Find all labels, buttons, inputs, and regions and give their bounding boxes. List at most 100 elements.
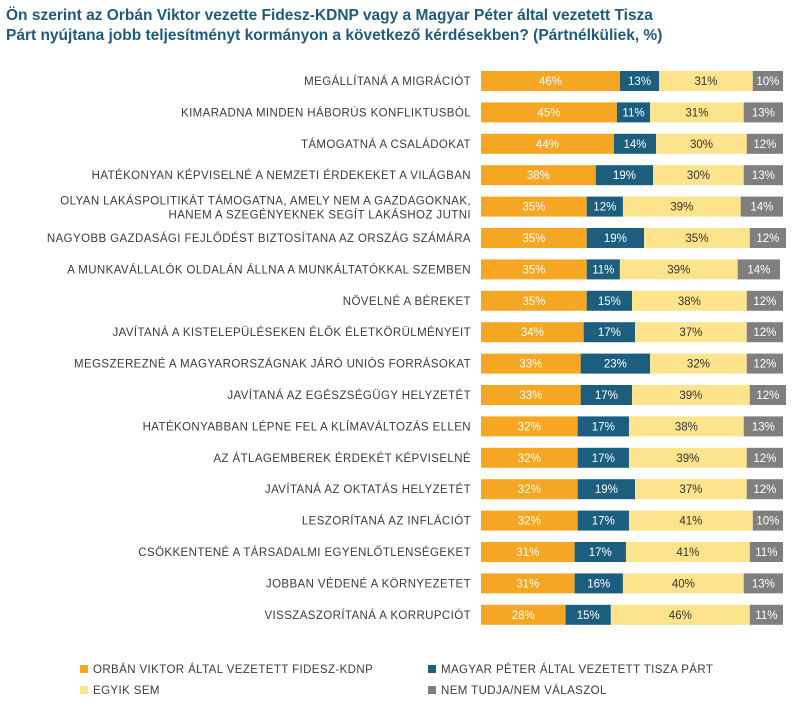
bar-segment-tisza: [595, 165, 654, 186]
data-label-dontknow: 12%: [756, 233, 779, 245]
data-label-neither: 41%: [676, 547, 699, 559]
bar-segment-tisza: [574, 573, 623, 594]
bar-segment-tisza: [577, 416, 629, 437]
bar-segment-fidesz: [481, 479, 578, 500]
bar-segment-tisza: [565, 604, 611, 625]
data-label-neither: 39%: [670, 202, 693, 214]
category-label: JAVÍTANÁ A KISTELEPÜLÉSEKEN ÉLŐK ÉLETKÖR…: [112, 325, 471, 339]
data-label-fidesz: 34%: [521, 327, 544, 339]
bar-segment-dontknow: [746, 353, 783, 374]
bar-segment-dontknow: [743, 573, 783, 594]
data-label-tisza: 13%: [628, 76, 651, 88]
bar-segment-neither: [619, 259, 738, 280]
data-label-dontknow: 12%: [753, 327, 776, 339]
data-label-dontknow: 13%: [752, 107, 775, 119]
bar-segment-neither: [659, 71, 753, 91]
bar-segment-fidesz: [481, 604, 566, 625]
data-label-fidesz: 33%: [519, 359, 542, 371]
legend-swatch-tisza: [428, 665, 436, 673]
bar-segment-fidesz: [481, 196, 587, 217]
bar-segment-dontknow: [737, 259, 780, 280]
data-label-neither: 35%: [685, 233, 708, 245]
bar-segment-dontknow: [743, 165, 783, 186]
bar-segment-tisza: [586, 228, 645, 248]
bar-segment-tisza: [577, 510, 629, 531]
data-label-neither: 31%: [694, 76, 717, 88]
bar-segment-tisza: [577, 479, 636, 500]
data-label-dontknow: 13%: [752, 170, 775, 182]
bar-segment-neither: [653, 165, 744, 186]
category-label: MEGSZEREZNÉ A MAGYARORSZÁGNAK JÁRÓ UNIÓS…: [74, 358, 471, 371]
data-label-tisza: 12%: [593, 202, 616, 214]
data-label-fidesz: 35%: [522, 296, 545, 308]
data-label-tisza: 17%: [595, 390, 618, 402]
data-label-neither: 30%: [687, 170, 710, 182]
category-label: A MUNKAVÁLLALÓK OLDALÁN ÁLLNA A MUNKÁLTA…: [67, 263, 471, 276]
data-label-dontknow: 12%: [753, 139, 776, 151]
category-labels: MEGÁLLÍTANÁ A MIGRÁCIÓT KIMARADNA MINDEN …: [47, 75, 471, 622]
category-label: NÖVELNÉ A BÉREKET: [343, 295, 471, 308]
bar-segment-neither: [635, 322, 747, 343]
bar-segment-dontknow: [749, 604, 783, 625]
data-label-neither: 39%: [667, 264, 690, 276]
category-label: TÁMOGATNÁ A CSALÁDOKAT: [301, 138, 471, 151]
bar-segment-fidesz: [481, 102, 617, 123]
category-label: JOBBAN VÉDENÉ A KÖRNYEZETET: [266, 577, 471, 590]
data-label-fidesz: 32%: [518, 484, 541, 496]
data-label-neither: 41%: [679, 516, 702, 528]
data-label-neither: 37%: [679, 327, 702, 339]
data-label-neither: 39%: [679, 390, 702, 402]
data-label-dontknow: 10%: [756, 516, 779, 528]
bar-segment-fidesz: [481, 322, 584, 343]
bar-segment-neither: [656, 133, 747, 154]
category-label: AZ ÁTLAGEMBEREK ÉRDEKÉT KÉPVISELNÉ: [213, 452, 471, 465]
data-label-neither: 31%: [685, 107, 708, 119]
data-label-neither: 39%: [676, 453, 699, 465]
data-label-dontknow: 14%: [750, 202, 773, 214]
data-label-dontknow: 12%: [753, 296, 776, 308]
bar-segment-fidesz: [481, 228, 587, 248]
data-label-dontknow: 13%: [752, 578, 775, 590]
bar-segment-neither: [644, 228, 750, 248]
bar-segment-tisza: [580, 385, 632, 405]
bar-segment-tisza: [577, 447, 629, 468]
data-label-tisza: 15%: [598, 296, 621, 308]
bar-segment-dontknow: [746, 479, 783, 500]
data-label-tisza: 17%: [598, 327, 621, 339]
category-label: HATÉKONYABBAN LÉPNE FEL A KLÍMAVÁLTOZÁS …: [143, 420, 471, 433]
data-label-neither: 46%: [669, 610, 692, 622]
data-label-tisza: 19%: [613, 170, 636, 182]
bar-segment-neither: [632, 385, 750, 405]
bar-segment-neither: [650, 102, 744, 123]
bar-segment-fidesz: [481, 416, 578, 437]
bar-segment-neither: [628, 447, 747, 468]
bar-segment-fidesz: [481, 542, 575, 562]
bar-segment-tisza: [583, 322, 636, 343]
bar-segment-fidesz: [481, 290, 587, 311]
category-label: OLYAN LAKÁSPOLITIKÁT TÁMOGATNA, AMELY NE…: [60, 195, 471, 222]
bar-segment-dontknow: [746, 322, 783, 343]
data-label-fidesz: 45%: [537, 107, 560, 119]
bar-segment-tisza: [613, 133, 657, 154]
data-label-dontknow: 11%: [755, 547, 777, 559]
bar-segment-neither: [622, 196, 741, 217]
bar-segment-fidesz: [481, 165, 596, 186]
data-label-fidesz: 35%: [522, 264, 545, 276]
data-label-dontknow: 13%: [752, 421, 775, 433]
data-label-neither: 38%: [678, 296, 701, 308]
data-label-fidesz: 33%: [519, 390, 542, 402]
bar-segment-fidesz: [481, 573, 575, 594]
data-label-fidesz: 35%: [522, 202, 545, 214]
legend-label-fidesz: ORBÁN VIKTOR ÁLTAL VEZETETT FIDESZ-KDNP: [93, 663, 373, 676]
bar-segment-dontknow: [749, 385, 787, 405]
bar-segment-tisza: [580, 353, 651, 374]
bar-segment-neither: [632, 290, 747, 311]
bar-segment-dontknow: [749, 228, 787, 248]
bar-segment-neither: [625, 542, 750, 562]
data-label-tisza: 23%: [604, 359, 627, 371]
data-label-fidesz: 35%: [522, 233, 545, 245]
data-label-dontknow: 12%: [753, 359, 776, 371]
data-label-dontknow: 10%: [756, 76, 779, 88]
legend-label-dontknow: NEM TUDJA/NEM VÁLASZOL: [441, 684, 607, 697]
